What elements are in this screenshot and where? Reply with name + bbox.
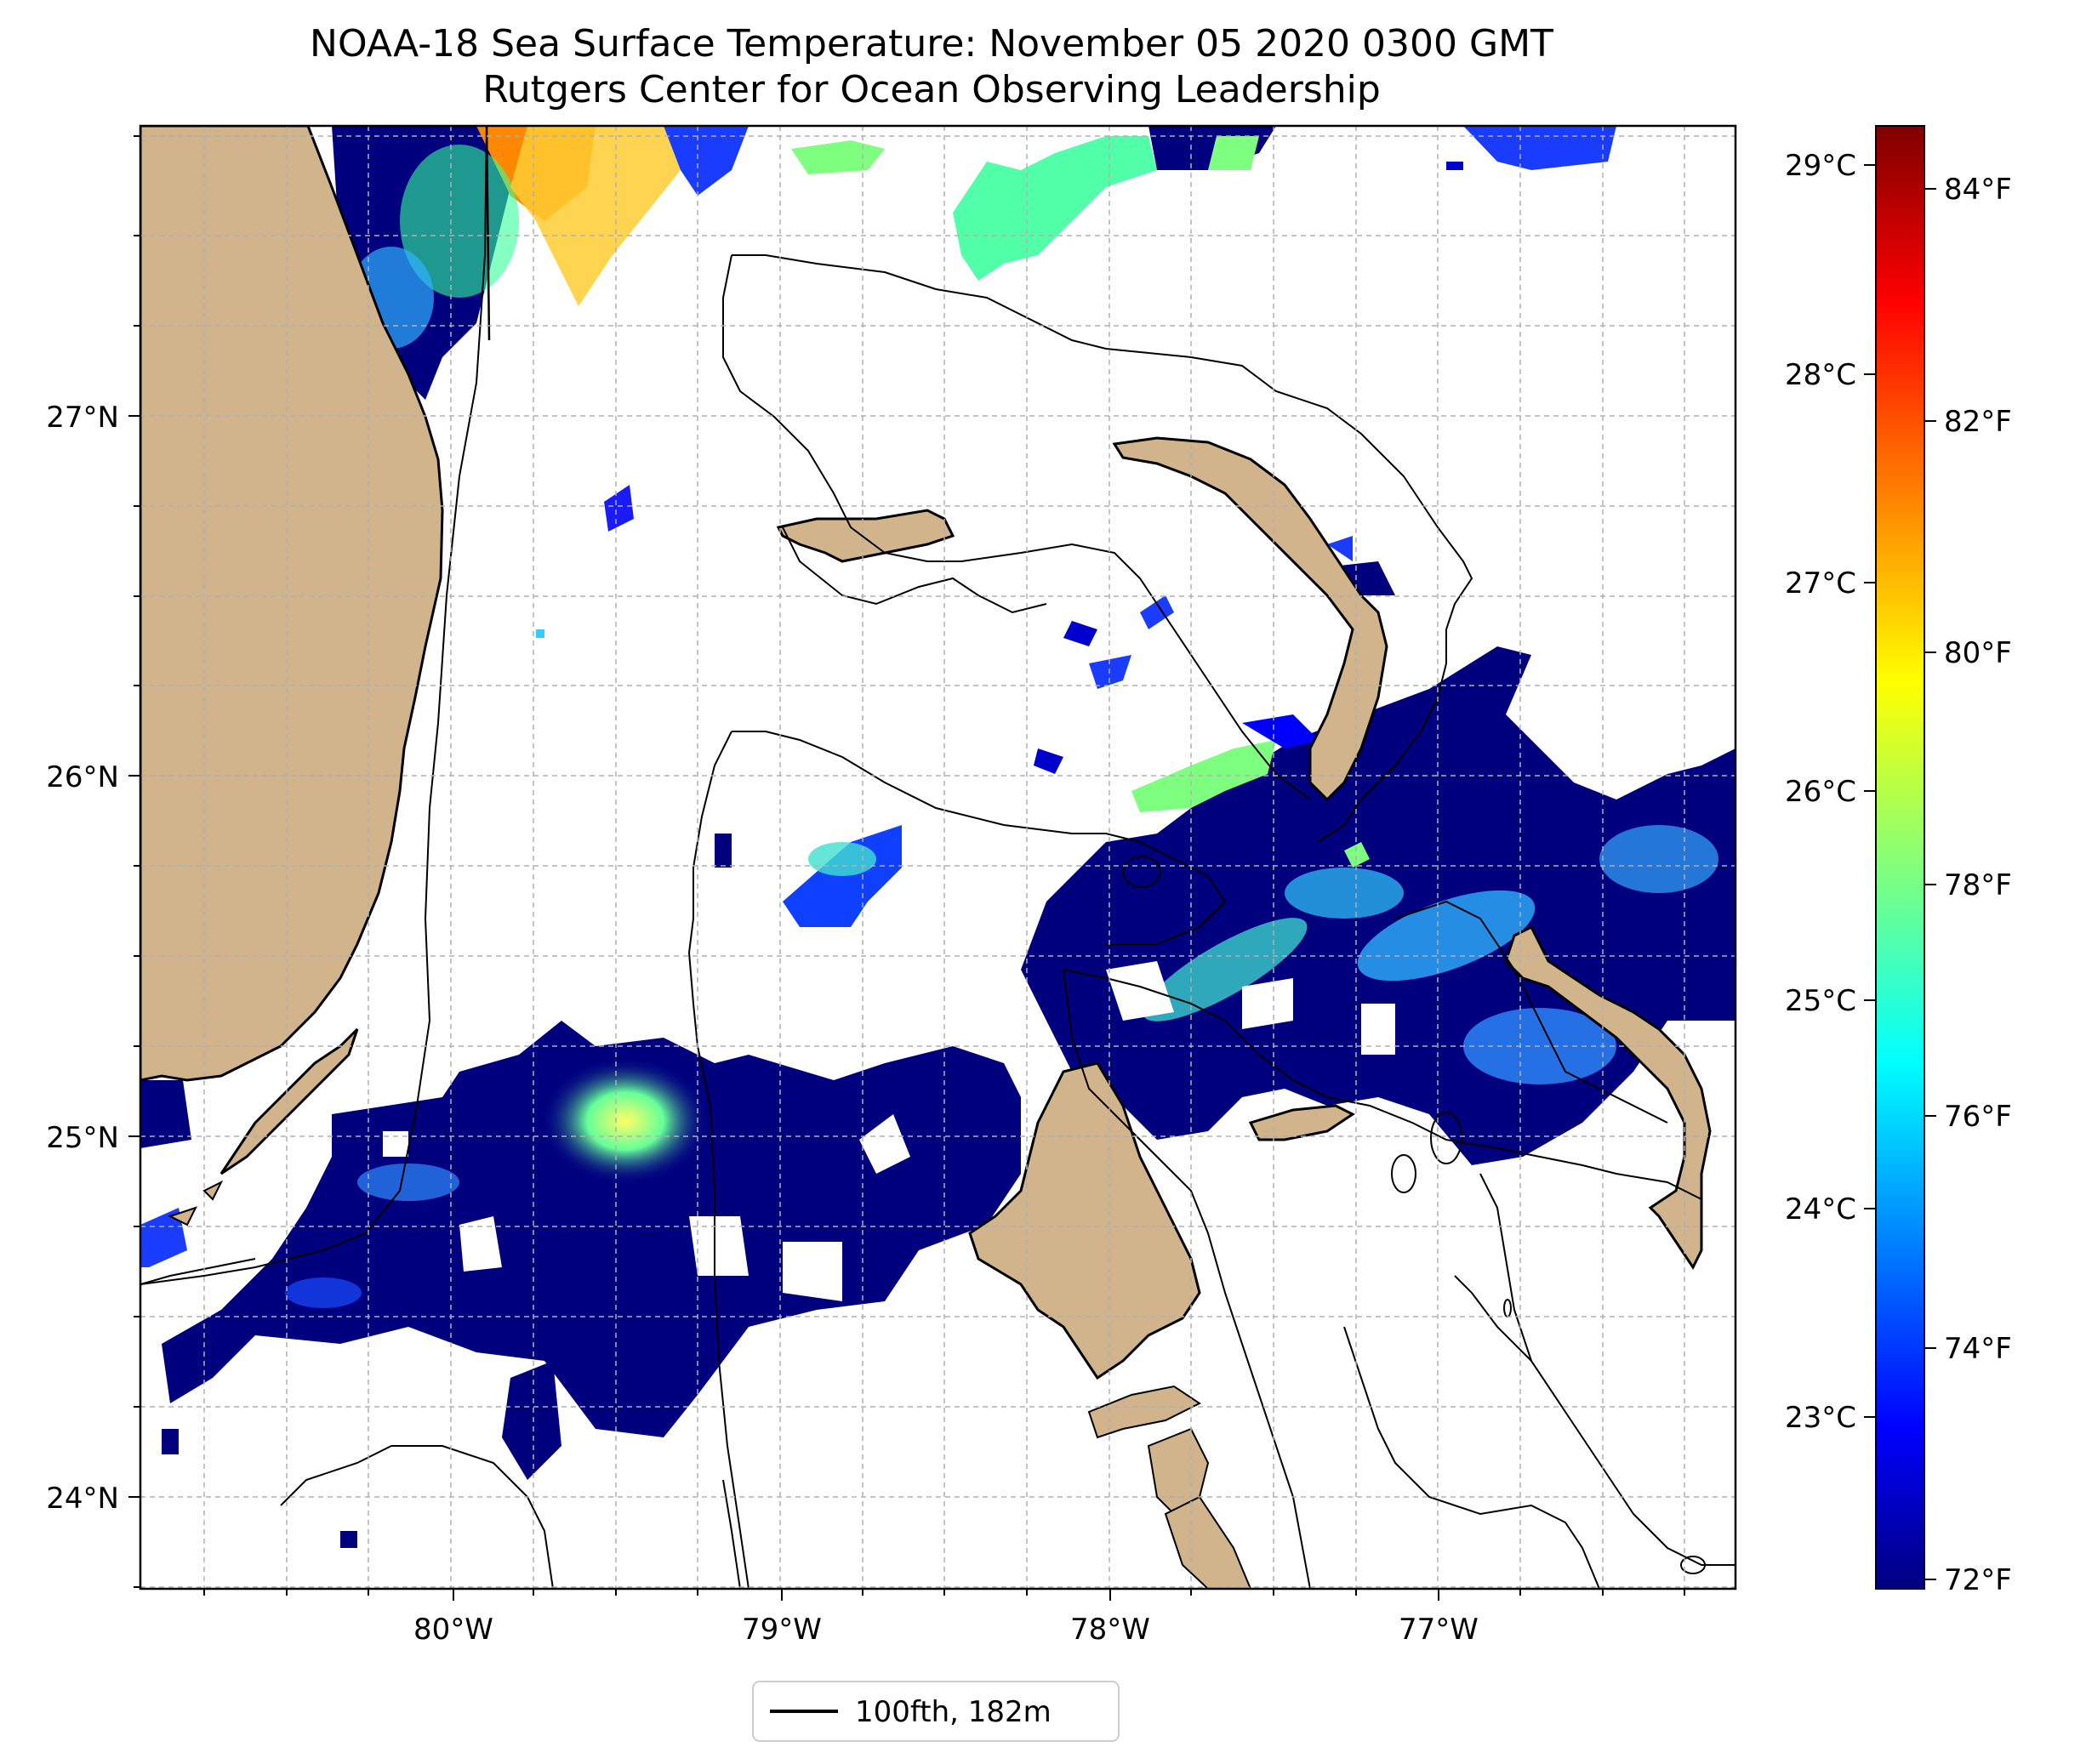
map-frame — [139, 124, 1737, 1590]
lat-label-26n: 26°N — [46, 760, 119, 794]
colorbar-celsius-label: 26°C — [1785, 775, 1856, 809]
lat-label-24n: 24°N — [46, 1482, 119, 1516]
lon-label-80w: 80°W — [413, 1613, 493, 1647]
map-gridlines — [140, 126, 1735, 1589]
florida-keys — [219, 1027, 359, 1175]
chart-title: NOAA-18 Sea Surface Temperature: Novembe… — [310, 22, 1553, 65]
andros-landmass — [968, 1061, 1201, 1380]
lat-label-25n: 25°N — [46, 1121, 119, 1155]
colorbar: 29°C 28°C 27°C 26°C 25°C 24°C 23°C 84°F … — [1785, 125, 2012, 1597]
colorbar-fahrenheit-label: 84°F — [1944, 173, 2012, 207]
lon-label-79w: 79°W — [742, 1613, 822, 1647]
colorbar-fahrenheit-label: 76°F — [1944, 1100, 2012, 1134]
lat-label-27n: 27°N — [46, 401, 119, 435]
eleuthera-landmass — [1504, 925, 1712, 1270]
colorbar-fahrenheit-label: 72°F — [1944, 1563, 2012, 1597]
map-panel: 27°N 26°N 25°N 24°N 80°W 79°W 78°W 77°W — [46, 124, 1737, 1647]
lon-label-77w: 77°W — [1399, 1613, 1479, 1647]
grand-bahama-landmass — [776, 509, 955, 563]
colorbar-fahrenheit-label: 74°F — [1944, 1332, 2012, 1366]
colorbar-fahrenheit-label: 82°F — [1944, 405, 2012, 439]
colorbar-celsius-label: 23°C — [1785, 1401, 1856, 1435]
colorbar-celsius-label: 24°C — [1785, 1192, 1856, 1226]
legend-box — [752, 1681, 1120, 1742]
colorbar-celsius-label: 25°C — [1785, 984, 1856, 1018]
colorbar-fahrenheit-label: 80°F — [1944, 636, 2012, 670]
abaco-landmass — [1112, 436, 1388, 802]
new-providence-landmass — [1248, 1104, 1355, 1141]
colorbar-celsius-label: 27°C — [1785, 566, 1856, 600]
legend-label: 100fth, 182m — [855, 1695, 1052, 1729]
colorbar-gradient — [1875, 125, 1925, 1590]
lon-label-78w: 78°W — [1070, 1613, 1150, 1647]
colorbar-celsius-label: 28°C — [1785, 358, 1856, 392]
chart-subtitle: Rutgers Center for Ocean Observing Leade… — [482, 68, 1381, 111]
florida-landmass — [140, 126, 444, 1082]
map-ticks — [128, 135, 1685, 1601]
legend: 100fth, 182m — [752, 1681, 1120, 1742]
bathymetry-contours — [140, 126, 1735, 1589]
colorbar-fahrenheit-label: 78°F — [1944, 868, 2012, 902]
colorbar-celsius-label: 29°C — [1785, 149, 1856, 183]
